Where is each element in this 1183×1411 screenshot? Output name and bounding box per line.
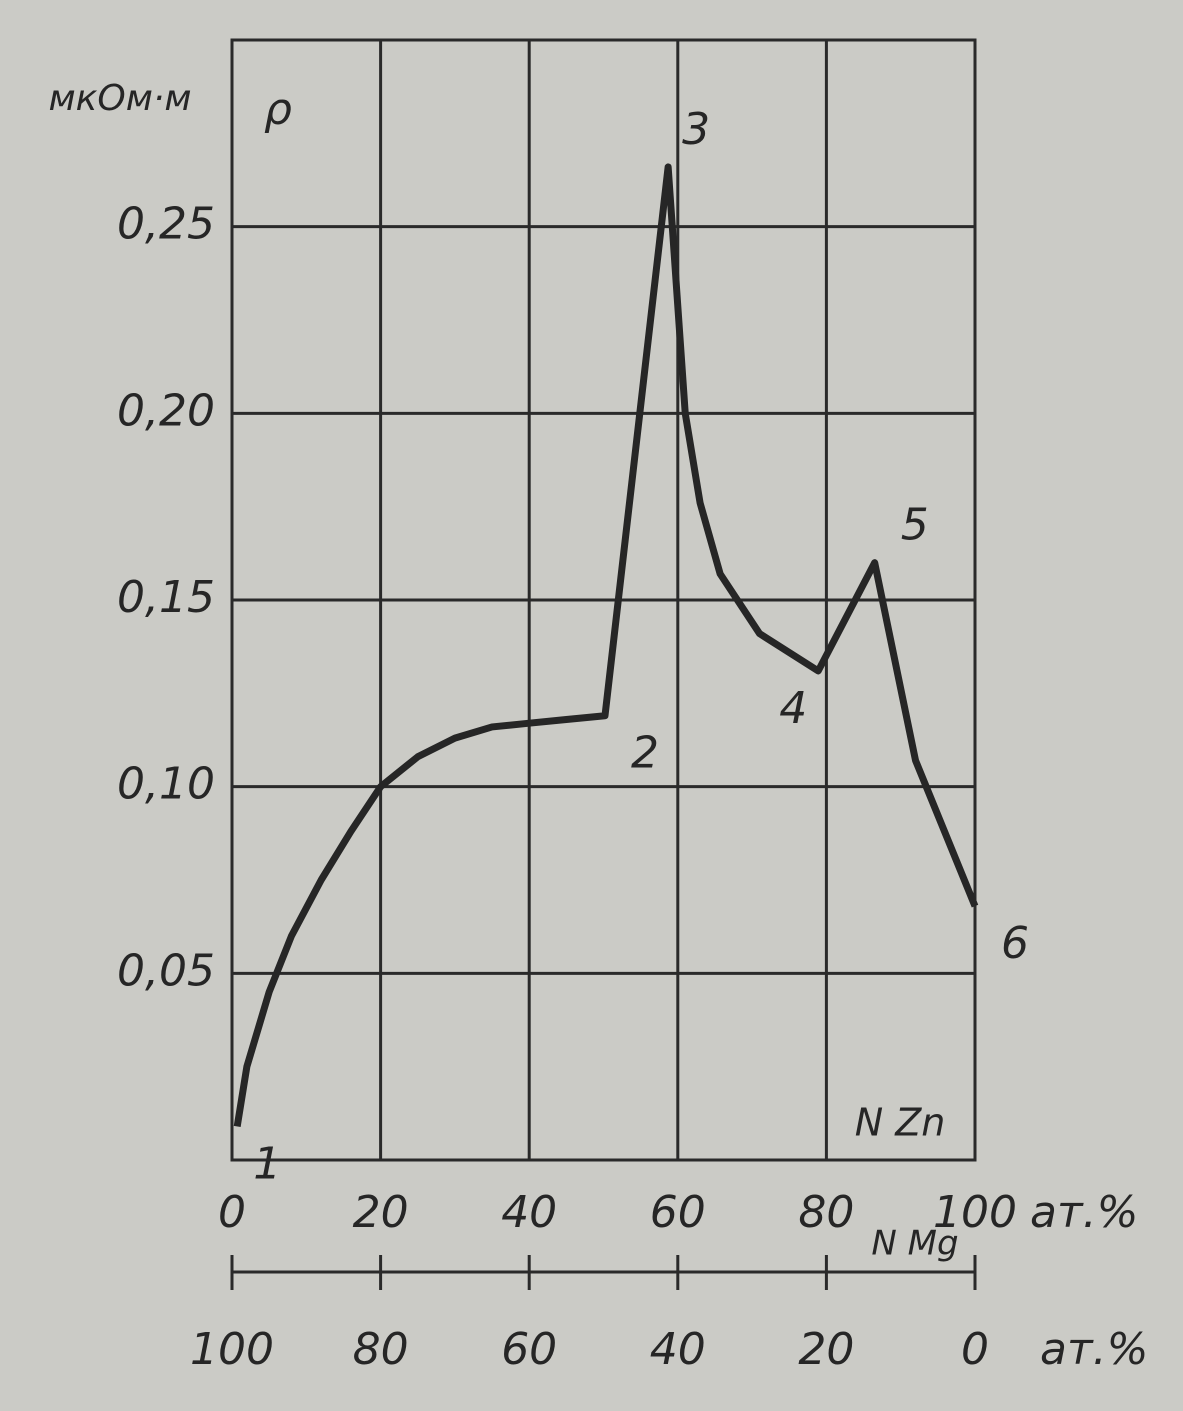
y-tick-label: 0,15 [117, 572, 215, 623]
x-tick-label: 100 [933, 1187, 1017, 1238]
x2-tick-label: 20 [798, 1324, 854, 1375]
point-label: 3 [682, 104, 710, 155]
x-label: N Zn [855, 1101, 946, 1145]
x-tick-label: 80 [798, 1187, 854, 1238]
x-tick-label: 60 [650, 1187, 706, 1238]
y-unit: мкОм·м [49, 78, 192, 119]
point-label: 5 [901, 500, 929, 551]
x-tick-label: 20 [353, 1187, 409, 1238]
y-tick-label: 0,20 [117, 385, 215, 436]
x2-unit: ат.% [1040, 1324, 1148, 1375]
x2-tick-label: 40 [650, 1324, 706, 1375]
x2-tick-label: 0 [961, 1324, 989, 1375]
y-tick-label: 0,05 [117, 945, 215, 996]
x2-tick-label: 80 [353, 1324, 409, 1375]
data-line [233, 163, 979, 1127]
x2-tick-label: 60 [501, 1324, 557, 1375]
x2-label: N Mg [871, 1224, 958, 1264]
point-label: 6 [1001, 918, 1029, 969]
point-label: 4 [779, 683, 807, 734]
y-tick-label: 0,10 [117, 759, 215, 810]
point-label: 1 [253, 1138, 281, 1189]
x2-tick-label: 100 [190, 1324, 274, 1375]
x-tick-label: 0 [218, 1187, 246, 1238]
y-label: ρ [264, 84, 292, 135]
x-tick-label: 40 [501, 1187, 557, 1238]
y-tick-label: 0,25 [117, 199, 215, 250]
x-unit: ат.% [1030, 1187, 1138, 1238]
point-label: 2 [631, 728, 659, 779]
